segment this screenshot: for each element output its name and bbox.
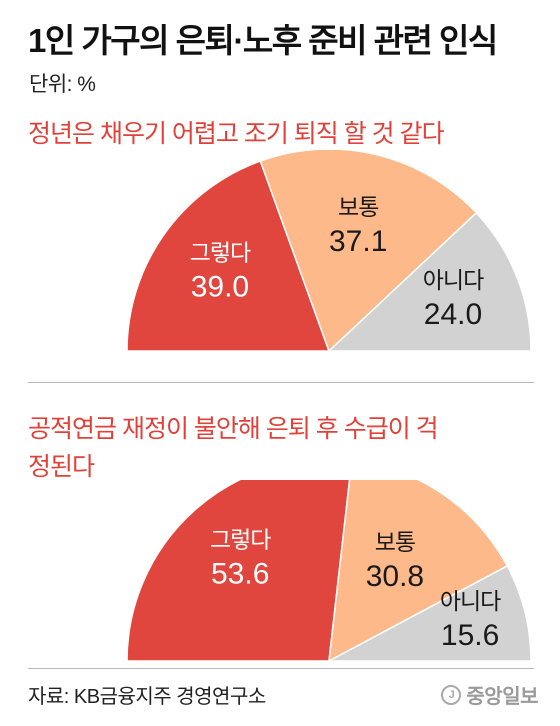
chart-2-value-no: 15.6 — [441, 619, 499, 652]
publisher-logo: J 중앙일보 — [441, 680, 538, 709]
divider — [28, 382, 534, 383]
chart-2-value-neutral: 30.8 — [366, 560, 424, 593]
unit-label: 단위: % — [29, 73, 96, 96]
chart-2-slice-neutral — [328, 480, 509, 663]
chart-2-title: 공적연금 재정이 불안해 은퇴 후 수급이 걱정된다 — [28, 415, 439, 481]
page-title: 1인 가구의 은퇴·노후 준비 관련 인식 — [28, 22, 498, 59]
chart-1-slice-yes — [126, 160, 331, 352]
chart-2-value-yes: 53.6 — [211, 558, 269, 591]
chart-1-value-no: 24.0 — [424, 298, 482, 331]
chart-1-label-yes: 그렇다 — [190, 239, 251, 265]
chart-1-value-yes: 39.0 — [191, 270, 249, 303]
publisher-logo-text: 중앙일보 — [466, 686, 538, 708]
chart-2-semicircle: 그렇다 53.6 보통 30.8 아니다 15.6 — [126, 480, 532, 663]
chart-2-label-yes: 그렇다 — [210, 527, 271, 553]
chart-2-slice-yes — [126, 480, 351, 662]
chart-1-title: 정년은 채우기 어렵고 조기 퇴직 할 것 같다 — [28, 120, 445, 148]
chart-2-slice-no — [328, 564, 532, 662]
source-note: 자료: KB금융지주 경영연구소 — [28, 686, 266, 708]
chart-1-slice-neutral — [259, 150, 478, 353]
divider — [28, 668, 534, 669]
chart-2-label-neutral: 보통 — [375, 529, 415, 555]
j-circle-icon: J — [441, 684, 462, 705]
chart-1-label-neutral: 보통 — [338, 194, 378, 220]
chart-2-label-no: 아니다 — [440, 588, 501, 614]
chart-1-semicircle: 그렇다 39.0 보통 37.1 아니다 24.0 — [126, 150, 532, 353]
chart-1-slice-no — [327, 211, 532, 352]
chart-1-value-neutral: 37.1 — [329, 225, 387, 258]
chart-1-label-no: 아니다 — [423, 267, 484, 293]
